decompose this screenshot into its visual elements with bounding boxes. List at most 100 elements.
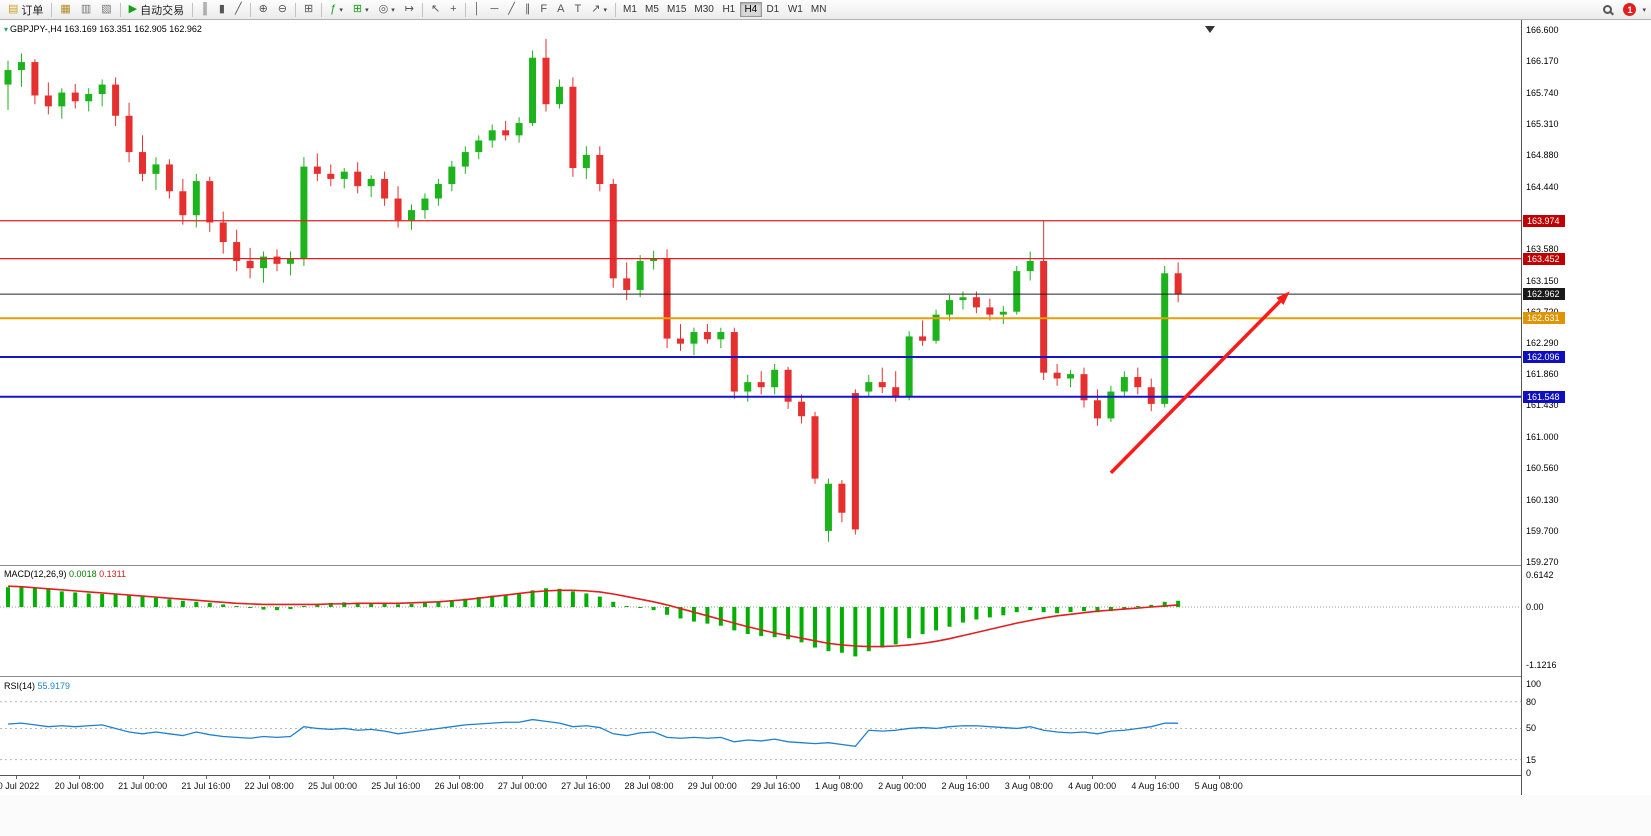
notification-badge[interactable]: 1 [1623,3,1637,16]
candle-up [865,382,873,392]
new-chart-icon: ⊞ [352,3,363,15]
candle-down [892,387,900,397]
macd-canvas[interactable] [0,567,1521,676]
text-label-button[interactable]: T [569,1,586,18]
tile-windows-button[interactable]: ⊞ [299,1,318,18]
time-axis-label: 26 Jul 08:00 [434,781,484,791]
price-axis[interactable]: 166.600 166.170 165.740 165.310 164.880 164.4… [1521,20,1651,795]
period-button[interactable]: ◎ ▾ [374,1,400,18]
time-axis-tick [1092,776,1094,779]
terminal-button[interactable]: ▧ [96,1,116,18]
macd-value: 0.0018 [69,569,97,579]
macd-histogram-bar [1108,606,1113,612]
candle-up [959,297,967,301]
timeframe-button-mn[interactable]: MN [807,2,831,17]
line-chart-button[interactable]: ╱ [230,1,247,18]
new-order-button[interactable]: ▤ 订单 [3,1,48,18]
timeframe-button-d1[interactable]: D1 [762,2,784,17]
candle-down [798,401,806,417]
macd-histogram-bar [853,606,858,657]
rsi-canvas[interactable] [0,678,1521,775]
macd-histogram-bar [396,604,401,607]
macd-histogram-bar [503,594,508,607]
timeframe-button-w1[interactable]: W1 [784,2,807,17]
candle-down [811,416,819,479]
candle-up [340,171,348,179]
timeframe-button-h1[interactable]: H1 [718,2,740,17]
candle-down [139,152,146,174]
vertical-line-button[interactable]: │ [469,1,486,18]
equidistant-channel-button[interactable]: ∥ [520,1,536,18]
candle-down [663,258,671,339]
candle-up [1107,391,1115,419]
macd-histogram-bar [301,605,306,607]
candle-up [1120,377,1128,392]
time-axis-tick [16,776,17,779]
cursor-button[interactable]: ↖ [426,1,445,18]
trend-arrow-head[interactable] [1276,291,1290,305]
horizontal-line-button[interactable]: ─ [485,1,503,18]
market-watch-button[interactable]: ▦ [55,1,75,18]
time-axis-tick [585,776,587,779]
new-chart-button[interactable]: ⊞ ▾ [348,1,374,18]
macd-histogram-bar [180,600,185,607]
timeframe-button-h4[interactable]: H4 [739,2,762,17]
auto-trading-button[interactable]: ▶ 自动交易 [124,1,189,18]
timeframe-button-m30[interactable]: M30 [690,2,717,17]
macd-histogram-bar [557,588,562,607]
macd-histogram-bar [369,602,374,607]
chart-shift-marker-icon[interactable] [1205,26,1215,33]
macd-histogram-bar [691,606,696,622]
chart-shift-button[interactable]: ↦ [400,1,419,18]
candle-up [1161,273,1169,404]
new-order-icon: ▤ [8,3,19,15]
time-axis-tick [965,776,967,779]
macd-histogram-bar [826,606,831,652]
toolbar-separator [421,2,423,17]
line-chart-icon: ╱ [234,3,242,15]
price-axis-label: 160.560 [1526,463,1559,474]
time-axis[interactable]: 20 Jul 2022 20 Jul 08:00 21 Jul 00:00 21 Ju… [0,775,1521,795]
indicators-button[interactable]: ƒ ▾ [325,1,348,18]
candle-down [246,260,254,269]
timeframe-button-m15[interactable]: M15 [663,2,690,17]
toolbar-separator [295,2,297,17]
macd-label: MACD(12,26,9) 0.0018 0.1311 [4,569,126,579]
trend-arrow-annotation[interactable] [1109,300,1282,475]
navigator-button[interactable]: ▥ [76,1,96,18]
rsi-axis-label: 15 [1526,754,1537,765]
price-chart-canvas[interactable] [0,20,1521,565]
panel-separator[interactable] [0,565,1521,567]
candle-down [677,338,684,344]
macd-histogram-bar [288,606,293,610]
timeframe-button-m1[interactable]: M1 [619,2,641,17]
macd-histogram-bar [315,603,320,607]
candle-up [421,198,429,211]
time-axis-tick [142,776,144,779]
macd-histogram-bar [127,595,132,607]
zoom-out-button[interactable]: ⊖ [273,1,292,18]
text-button[interactable]: A [552,1,569,18]
crosshair-button[interactable]: + [445,1,461,18]
candle-down [986,307,994,315]
toolbar-left-group: ▤ 订单 ▦ ▥ ▧ ▶ 自动交易 ║ ▮ ╱ ⊕ ⊖ ⊞ ƒ ▾ ⊞ ▾ ◎ ▾ ↦ ↖ + │ ─ ╱ ∥ F A T ↗ ▾ [3,1,612,18]
chevron-down-icon[interactable]: ▾ [1642,6,1646,14]
candle-up [690,332,698,344]
time-axis-tick [269,776,271,779]
panel-separator[interactable] [0,676,1521,678]
toolbar-separator [464,2,466,17]
time-axis-label: 21 Jul 00:00 [118,781,168,791]
candle-down [878,382,886,388]
macd-histogram-bar [638,606,643,609]
toolbar-separator [321,2,323,17]
candlestick-chart-button[interactable]: ▮ [214,1,230,18]
macd-histogram-bar [1028,606,1033,611]
timeframe-button-m5[interactable]: M5 [641,2,663,17]
zoom-in-button[interactable]: ⊕ [254,1,273,18]
bar-chart-button[interactable]: ║ [196,1,214,18]
time-axis-tick [712,776,714,779]
fibonacci-button[interactable]: F [535,1,552,18]
search-button[interactable] [1598,1,1617,18]
arrows-button[interactable]: ↗ ▾ [586,1,612,18]
trendline-button[interactable]: ╱ [503,1,520,18]
